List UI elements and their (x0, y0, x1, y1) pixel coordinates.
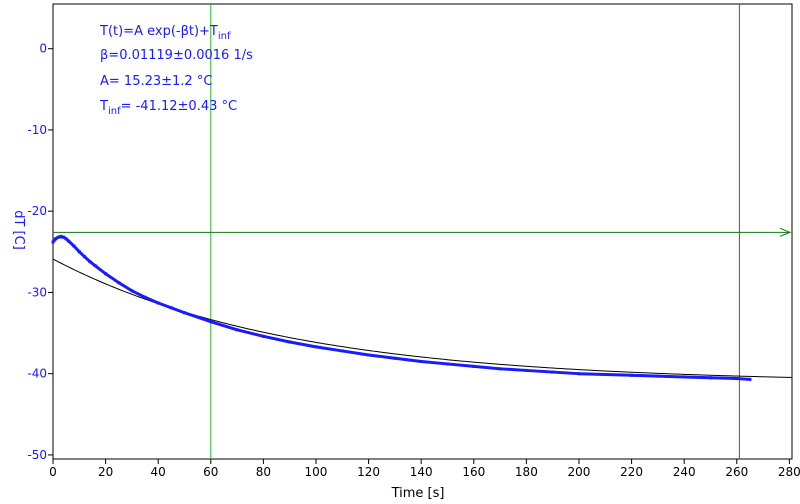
chart-marks (51, 4, 793, 459)
y-tick-label: -20 (27, 204, 47, 218)
data-point (62, 235, 66, 239)
data-point (748, 377, 752, 381)
y-tick-label: -50 (27, 448, 47, 462)
x-axis: 0 20 40 60 80 100 120 140 160 180 200 220 240 260 280 (49, 459, 800, 479)
x-tick-label: 100 (305, 465, 328, 479)
y-tick-label: 0 (39, 42, 47, 56)
x-tick-label: 220 (620, 465, 643, 479)
x-tick-label: 60 (203, 465, 218, 479)
data-point (156, 301, 160, 305)
data-point (72, 244, 76, 248)
y-tick-label: -40 (27, 367, 47, 381)
data-point (93, 264, 97, 268)
x-tick-label: 240 (673, 465, 696, 479)
x-tick-label: 280 (778, 465, 800, 479)
data-point (59, 234, 63, 238)
data-point (551, 370, 555, 374)
data-point (182, 311, 186, 315)
data-point (130, 289, 134, 293)
data-point (117, 281, 121, 285)
data-point (314, 345, 318, 349)
data-point (340, 349, 344, 353)
x-tick-label: 40 (151, 465, 166, 479)
data-point (630, 373, 634, 377)
x-tick-label: 160 (462, 465, 485, 479)
data-point (393, 356, 397, 360)
threshold-arrow (779, 227, 792, 237)
fit-annotation: T(t)=A exp(-βt)+Tinf β=0.01119±0.0016 1/… (99, 24, 253, 117)
fit-tinf: Tinf= -41.12±0.43 °C (99, 99, 237, 117)
data-point (367, 353, 371, 357)
data-point (735, 377, 739, 381)
data-point (472, 364, 476, 368)
y-tick-label: -10 (27, 123, 47, 137)
data-point (143, 295, 147, 299)
data-point (77, 250, 81, 254)
fit-curve (52, 258, 793, 378)
data-point (54, 237, 58, 241)
data-point (682, 375, 686, 379)
x-axis-label: Time [s] (391, 486, 445, 501)
data-point (288, 340, 292, 344)
data-point (88, 260, 92, 264)
x-tick-label: 200 (568, 465, 591, 479)
y-axis: 0 -10 -20 -30 -40 -50 (27, 42, 53, 462)
data-point (83, 255, 87, 259)
data-point (577, 372, 581, 376)
data-point (51, 240, 55, 244)
x-tick-label: 120 (357, 465, 380, 479)
x-tick-label: 80 (256, 465, 271, 479)
data-point (656, 374, 660, 378)
data-point (169, 306, 173, 310)
x-tick-label: 0 (49, 465, 57, 479)
x-tick-label: 180 (515, 465, 538, 479)
data-point (56, 235, 60, 239)
y-tick-label: -30 (27, 285, 47, 299)
data-point (603, 373, 607, 376)
x-tick-label: 260 (725, 465, 748, 479)
data-point (104, 272, 108, 276)
data-point (67, 239, 71, 243)
fit-beta: β=0.01119±0.0016 1/s (100, 48, 253, 63)
data-point (64, 237, 68, 241)
data-point (235, 328, 239, 332)
data-point (261, 334, 265, 338)
x-tick-label: 20 (98, 465, 113, 479)
data-point (498, 367, 502, 371)
data-point (209, 320, 213, 324)
fit-formula: T(t)=A exp(-βt)+Tinf (99, 24, 231, 42)
data-point (708, 376, 712, 380)
data-point (445, 362, 449, 366)
plot-frame (52, 3, 793, 460)
data-point (524, 368, 528, 372)
data-point (419, 360, 423, 363)
data-series-line (51, 234, 751, 381)
x-tick-label: 140 (410, 465, 433, 479)
y-axis-label: dT [C] (11, 210, 26, 250)
fit-amplitude: A= 15.23±1.2 °C (100, 74, 212, 89)
